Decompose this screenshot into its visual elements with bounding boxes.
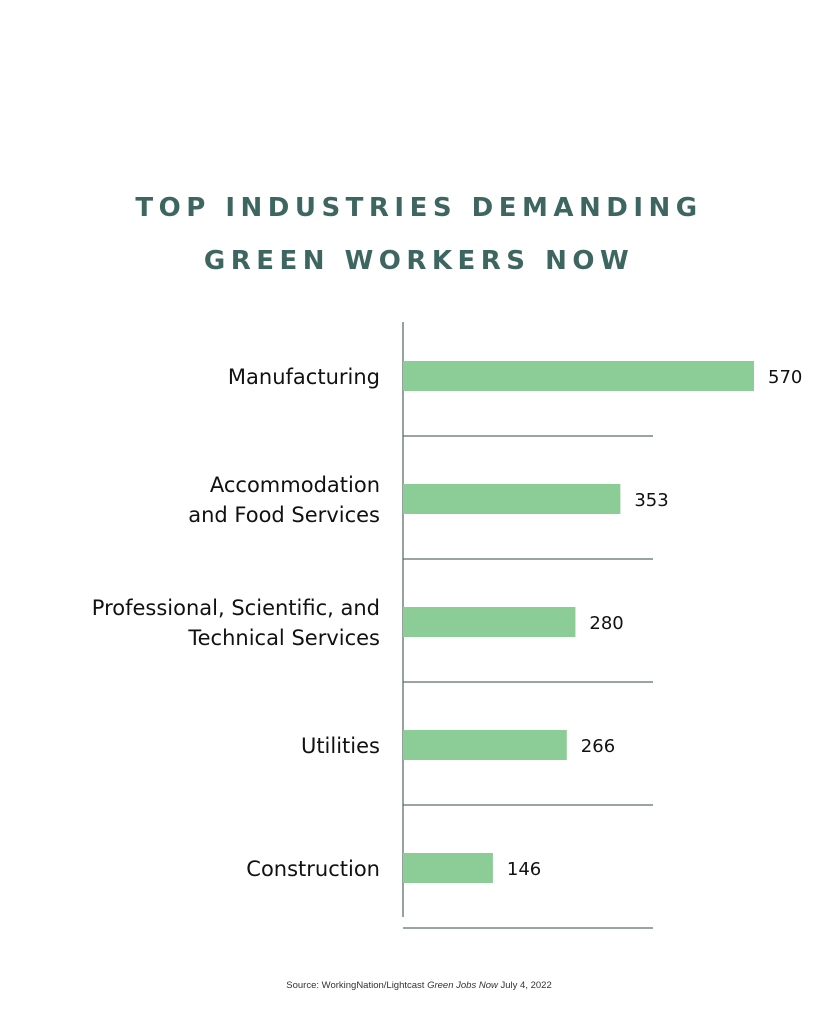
bar-value-label: 353 — [634, 490, 668, 511]
category-label: Manufacturing — [228, 365, 380, 389]
bar-value-label: 570 — [768, 367, 802, 388]
chart-title-line-2: GREEN WORKERS NOW — [203, 246, 635, 276]
bar-value-label: 146 — [507, 859, 541, 880]
source-report-title: Green Jobs Now — [427, 980, 498, 991]
source-note: Source: WorkingNation/Lightcast Green Jo… — [0, 980, 838, 991]
category-label: Technical Services — [187, 626, 380, 650]
source-date: July 4, 2022 — [500, 980, 552, 991]
category-label: Professional, Scientific, and — [92, 596, 380, 620]
chart-title-line-1: TOP INDUSTRIES DEMANDING — [135, 193, 703, 223]
category-label: Construction — [246, 857, 380, 881]
bar-value-label: 280 — [589, 613, 623, 634]
source-prefix: Source: WorkingNation/Lightcast — [286, 980, 425, 991]
category-label: Accommodation — [210, 473, 380, 497]
bar — [403, 730, 567, 760]
bar — [403, 361, 754, 391]
category-label: Utilities — [301, 734, 380, 758]
bar — [403, 853, 493, 883]
bar — [403, 484, 621, 514]
category-label: and Food Services — [188, 503, 380, 527]
bar-value-label: 266 — [581, 736, 615, 757]
bar — [403, 607, 576, 637]
